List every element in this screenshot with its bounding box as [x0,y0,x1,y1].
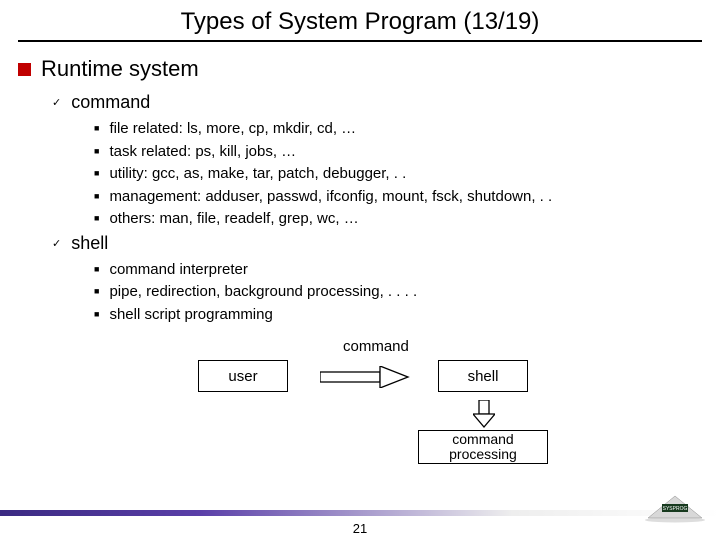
item-text: management: adduser, passwd, ifconfig, m… [109,187,552,207]
logo-icon: SYSPROG [640,490,710,524]
slide-title: Types of System Program (13/19) [181,8,540,36]
list-item: ■ others: man, file, readelf, grep, wc, … [94,209,720,229]
arrow-down-icon [473,400,495,428]
square-bullet-icon: ■ [94,146,99,156]
item-text: pipe, redirection, background processing… [109,282,417,302]
list-item: ■ pipe, redirection, background processin… [94,282,720,302]
red-bullet-icon [18,63,31,76]
shell-box: shell [438,360,528,392]
page-number: 21 [0,521,720,536]
item-text: task related: ps, kill, jobs, … [109,142,296,162]
square-bullet-icon: ■ [94,309,99,319]
command-processing-box: commandprocessing [418,430,548,464]
square-bullet-icon: ■ [94,213,99,223]
list-item: ■ utility: gcc, as, make, tar, patch, deb… [94,164,720,184]
item-text: others: man, file, readelf, grep, wc, … [109,209,358,229]
heading-text: Runtime system [41,56,199,82]
item-text: command interpreter [109,260,247,280]
list-item: ■ shell script programming [94,305,720,325]
item-text: file related: ls, more, cp, mkdir, cd, … [109,119,356,139]
item-text: shell script programming [109,305,272,325]
check-icon: ✓ [52,237,61,250]
subheading-shell: ✓ shell [52,233,720,254]
check-icon: ✓ [52,96,61,109]
shell-diagram: command user shell commandprocessing [18,330,720,470]
subheading-command: ✓ command [52,92,720,113]
footer-bar [0,510,720,516]
list-item: ■ file related: ls, more, cp, mkdir, cd, … [94,119,720,139]
user-box: user [198,360,288,392]
square-bullet-icon: ■ [94,168,99,178]
square-bullet-icon: ■ [94,286,99,296]
list-item: ■ command interpreter [94,260,720,280]
list-item: ■ task related: ps, kill, jobs, … [94,142,720,162]
svg-text:SYSPROG: SYSPROG [663,506,688,512]
command-label: command [343,338,409,355]
heading-runtime-system: Runtime system [18,56,720,82]
subheading-text: command [71,92,150,113]
arrow-right-icon [320,366,410,388]
square-bullet-icon: ■ [94,123,99,133]
square-bullet-icon: ■ [94,264,99,274]
item-text: utility: gcc, as, make, tar, patch, debu… [109,164,406,184]
content-area: Runtime system ✓ command ■ file related: … [0,42,720,470]
subheading-text: shell [71,233,108,254]
square-bullet-icon: ■ [94,191,99,201]
list-item: ■ management: adduser, passwd, ifconfig, … [94,187,720,207]
